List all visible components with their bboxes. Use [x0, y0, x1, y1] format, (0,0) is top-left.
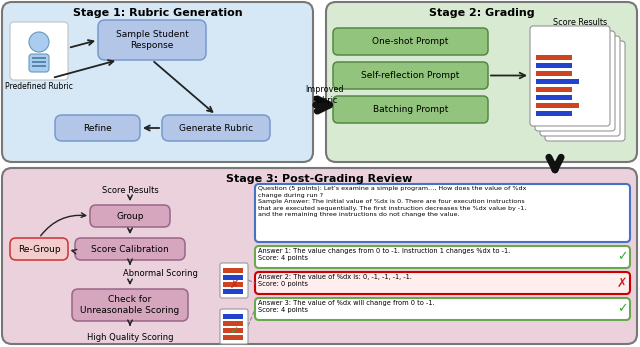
Text: Score Results: Score Results — [553, 17, 607, 26]
Bar — [223, 268, 243, 273]
Bar — [32, 61, 46, 63]
Text: Answer 3: The value of %dx will change from 0 to -1.
Score: 4 points: Answer 3: The value of %dx will change f… — [258, 300, 435, 313]
FancyBboxPatch shape — [220, 263, 248, 298]
FancyBboxPatch shape — [333, 96, 488, 123]
FancyBboxPatch shape — [98, 20, 206, 60]
FancyBboxPatch shape — [2, 168, 637, 344]
FancyBboxPatch shape — [545, 41, 625, 141]
Text: High Quality Scoring: High Quality Scoring — [87, 332, 173, 341]
Text: ✓: ✓ — [229, 326, 239, 336]
Text: ✗: ✗ — [229, 280, 239, 290]
FancyBboxPatch shape — [333, 28, 488, 55]
Text: Group: Group — [116, 212, 144, 220]
Bar — [536, 87, 572, 92]
Text: Stage 3: Post-Grading Review: Stage 3: Post-Grading Review — [227, 174, 413, 184]
FancyBboxPatch shape — [530, 26, 610, 126]
Text: Self-reflection Prompt: Self-reflection Prompt — [362, 71, 460, 80]
Text: Improved
Rubric: Improved Rubric — [306, 85, 344, 105]
Bar — [536, 79, 579, 84]
FancyBboxPatch shape — [220, 309, 248, 344]
Bar — [223, 275, 243, 280]
Text: Batching Prompt: Batching Prompt — [373, 105, 448, 114]
Circle shape — [29, 32, 49, 52]
FancyBboxPatch shape — [10, 238, 68, 260]
Text: ✗: ✗ — [617, 277, 627, 289]
Text: Score Results: Score Results — [102, 186, 158, 195]
Bar — [536, 111, 572, 116]
Bar — [223, 321, 243, 326]
Bar — [223, 314, 243, 319]
FancyBboxPatch shape — [162, 115, 270, 141]
Text: ✓: ✓ — [617, 303, 627, 315]
FancyBboxPatch shape — [55, 115, 140, 141]
FancyBboxPatch shape — [10, 22, 68, 80]
Bar — [32, 57, 46, 59]
Text: Stage 1: Rubric Generation: Stage 1: Rubric Generation — [73, 8, 243, 18]
Bar — [536, 63, 572, 68]
Text: Stage 2: Grading: Stage 2: Grading — [429, 8, 534, 18]
Bar — [536, 103, 579, 108]
Text: One-shot Prompt: One-shot Prompt — [372, 37, 449, 46]
Text: Score Calibration: Score Calibration — [91, 245, 169, 254]
Bar — [536, 95, 572, 100]
Text: Generate Rubric: Generate Rubric — [179, 124, 253, 133]
Text: Refine: Refine — [83, 124, 112, 133]
FancyBboxPatch shape — [255, 272, 630, 294]
Text: Abnormal Scoring: Abnormal Scoring — [123, 269, 197, 278]
FancyBboxPatch shape — [326, 2, 637, 162]
Text: Check for
Unreasonable Scoring: Check for Unreasonable Scoring — [81, 295, 180, 315]
Bar — [223, 335, 243, 340]
FancyBboxPatch shape — [72, 289, 188, 321]
FancyBboxPatch shape — [333, 62, 488, 89]
FancyBboxPatch shape — [540, 36, 620, 136]
FancyBboxPatch shape — [75, 238, 185, 260]
FancyBboxPatch shape — [255, 246, 630, 268]
Bar — [223, 289, 243, 294]
Text: Answer 2: The value of %dx is: 0, -1, -1, -1, -1.
Score: 0 points: Answer 2: The value of %dx is: 0, -1, -1… — [258, 274, 412, 287]
Bar — [223, 282, 243, 287]
FancyBboxPatch shape — [90, 205, 170, 227]
Text: Re-Group: Re-Group — [18, 245, 60, 254]
Text: ✓: ✓ — [617, 251, 627, 263]
FancyBboxPatch shape — [255, 298, 630, 320]
FancyBboxPatch shape — [29, 54, 49, 72]
Bar — [32, 65, 46, 67]
Bar — [536, 71, 572, 76]
FancyBboxPatch shape — [255, 184, 630, 242]
Text: Sample Student
Response: Sample Student Response — [116, 30, 188, 50]
Bar — [536, 55, 572, 60]
Text: Answer 1: The value changes from 0 to -1. Instruction 1 changes %dx to -1.
Score: Answer 1: The value changes from 0 to -1… — [258, 248, 510, 261]
FancyBboxPatch shape — [535, 31, 615, 131]
Text: Predefined Rubric: Predefined Rubric — [5, 82, 73, 91]
Bar — [223, 328, 243, 333]
FancyBboxPatch shape — [2, 2, 313, 162]
Text: Question (5 points): Let’s examine a simple program…, How does the value of %dx
: Question (5 points): Let’s examine a sim… — [258, 186, 526, 218]
